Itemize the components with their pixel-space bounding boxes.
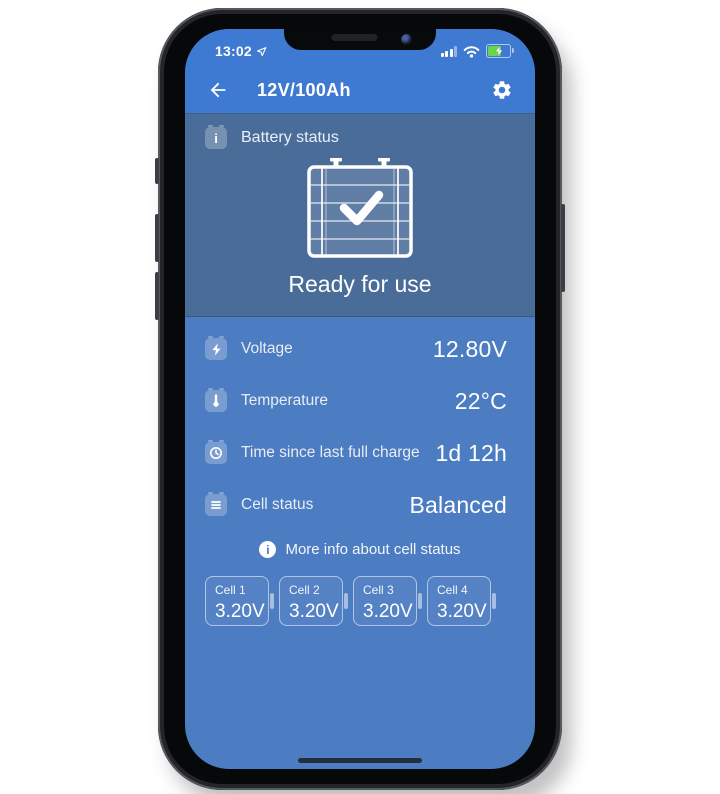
cell-3-voltage: 3.20V <box>363 601 413 622</box>
cell-1-box: Cell 1 3.20V <box>205 576 269 626</box>
power-button <box>561 204 565 292</box>
charging-bolt-icon <box>494 45 503 57</box>
phone-frame: 13:02 <box>155 8 565 790</box>
battery-status-card: i Battery status <box>185 113 535 317</box>
app-screen: 13:02 <box>185 29 535 769</box>
location-arrow-icon <box>256 46 267 56</box>
checkmark-icon <box>339 190 384 226</box>
cell-voltage-group: Cell 1 3.20V Cell 2 3.20V Cell 3 3.20V C… <box>185 576 535 626</box>
stats-list: Voltage 12.80V Temperature 22°C <box>185 317 535 531</box>
voltage-row: Voltage 12.80V <box>185 323 535 375</box>
temperature-value: 22°C <box>454 387 507 414</box>
volume-down-button <box>155 272 159 320</box>
settings-button[interactable] <box>489 77 515 103</box>
back-button[interactable] <box>205 77 231 103</box>
temperature-icon <box>205 388 227 412</box>
battery-info-icon: i <box>205 125 227 149</box>
time-since-charge-value: 1d 12h <box>435 439 507 466</box>
volume-up-button <box>155 214 159 262</box>
cell-1-voltage: 3.20V <box>215 601 265 622</box>
time-since-charge-icon <box>205 440 227 464</box>
battery-charging-icon <box>486 44 514 58</box>
time-since-charge-label: Time since last full charge <box>241 444 420 461</box>
notch <box>284 29 436 50</box>
battery-status-label: Battery status <box>241 129 339 146</box>
clock-icon <box>210 447 222 459</box>
battery-ready-illustration <box>307 158 413 258</box>
temperature-label: Temperature <box>241 392 329 409</box>
cellular-signal-icon <box>440 45 457 57</box>
cell-3-box: Cell 3 3.20V <box>353 576 417 626</box>
thermometer-icon <box>213 394 219 407</box>
app-bar: 12V/100Ah <box>185 67 535 113</box>
back-arrow-icon <box>210 82 226 98</box>
cell-2-voltage: 3.20V <box>289 601 339 622</box>
cell-4-box: Cell 4 3.20V <box>427 576 491 626</box>
list-lines-icon <box>211 501 221 509</box>
info-glyph: i <box>214 130 218 146</box>
clock-time: 13:02 <box>215 43 252 59</box>
mute-switch <box>155 158 159 184</box>
more-info-link[interactable]: i More info about cell status <box>185 541 535 558</box>
cell-1-label: Cell 1 <box>215 583 246 597</box>
voltage-label: Voltage <box>241 340 293 357</box>
cell-status-value: Balanced <box>409 491 507 518</box>
gear-icon <box>493 81 511 99</box>
cell-4-voltage: 3.20V <box>437 601 487 622</box>
cell-4-label: Cell 4 <box>437 583 468 597</box>
cell-status-row: Cell status Balanced <box>185 479 535 531</box>
bolt-icon <box>211 342 221 356</box>
battery-state-text: Ready for use <box>288 271 432 297</box>
time-since-full-charge-row: Time since last full charge 1d 12h <box>185 427 535 479</box>
bezel: 13:02 <box>164 14 556 784</box>
earpiece-speaker <box>331 34 378 41</box>
voltage-value: 12.80V <box>432 335 507 362</box>
wifi-icon <box>463 45 480 58</box>
home-indicator[interactable] <box>298 758 422 763</box>
front-camera <box>401 34 412 45</box>
info-circle-icon: i <box>259 541 277 558</box>
cell-2-box: Cell 2 3.20V <box>279 576 343 626</box>
temperature-row: Temperature 22°C <box>185 375 535 427</box>
cell-status-label: Cell status <box>241 496 314 513</box>
cell-3-label: Cell 3 <box>363 583 394 597</box>
voltage-icon <box>205 336 227 360</box>
more-info-label: More info about cell status <box>285 541 461 558</box>
cell-status-icon <box>205 492 227 516</box>
page-title: 12V/100Ah <box>257 79 351 100</box>
cell-2-label: Cell 2 <box>289 583 320 597</box>
